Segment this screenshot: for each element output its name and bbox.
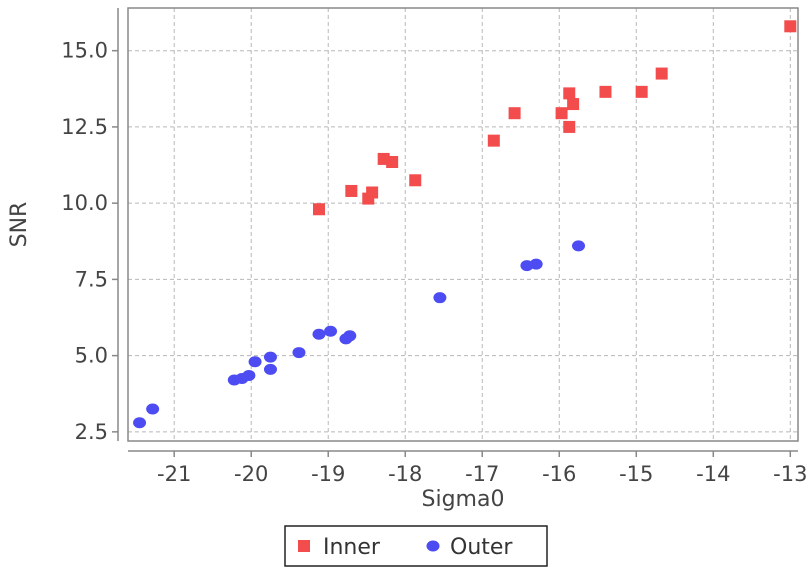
data-point-outer [242,369,256,381]
y-tick-label: 2.5 [75,420,108,444]
data-point-outer [572,240,586,252]
legend-box [284,525,548,567]
x-axis: -21 -20 -19 -18 -17 -16 -15 -14 -13 [128,450,807,486]
x-tick-label: -17 [465,462,499,486]
data-point-outer [146,403,160,415]
data-point-outer [263,363,277,375]
legend-marker-inner [298,540,310,552]
y-tick-label: 12.5 [61,115,108,139]
data-point-outer [312,328,326,340]
x-tick-label: -20 [234,462,268,486]
data-point-inner [487,134,500,147]
data-points [133,20,797,429]
x-axis-title: Sigma0 [422,487,505,512]
data-point-outer [433,292,447,304]
plot-frame [127,7,799,442]
data-point-inner [386,155,399,168]
data-point-inner [635,85,648,98]
x-tick-label: -16 [542,462,576,486]
data-point-outer [133,417,147,429]
legend-label-outer: Outer [450,535,513,560]
y-tick-label: 15.0 [61,39,108,63]
data-point-inner [555,107,568,120]
data-point-outer [248,356,262,368]
x-tick-label: -14 [696,462,730,486]
grid [128,8,798,441]
y-axis: 2.5 5.0 7.5 10.0 12.5 15.0 [61,8,119,444]
y-tick-label: 5.0 [75,344,108,368]
data-point-outer [343,330,357,342]
y-tick-label: 10.0 [61,191,108,215]
data-point-outer [263,351,277,363]
legend-label-inner: Inner [323,535,381,560]
data-point-inner [784,20,797,33]
x-tick-label: -18 [388,462,422,486]
data-point-inner [563,120,576,133]
data-point-inner [345,184,358,197]
data-point-outer [292,347,306,359]
data-point-inner [655,67,668,80]
data-point-outer [529,258,543,270]
series-inner [312,20,797,216]
data-point-inner [409,174,422,187]
x-tick-label: -19 [311,462,345,486]
y-tick-label: 7.5 [75,267,108,291]
series-outer [133,240,586,429]
data-point-inner [312,203,325,216]
data-point-outer [324,325,338,337]
data-point-inner [366,186,379,199]
data-point-inner [508,107,521,120]
x-tick-label: -15 [619,462,653,486]
plot-area [128,8,798,441]
legend-marker-outer [426,540,440,552]
data-point-inner [567,98,580,111]
y-axis-title: SNR [7,202,32,248]
x-tick-label: -13 [773,462,807,486]
data-point-inner [563,87,576,100]
data-point-inner [599,85,612,98]
x-tick-label: -21 [157,462,191,486]
legend: Inner Outer [284,525,548,567]
